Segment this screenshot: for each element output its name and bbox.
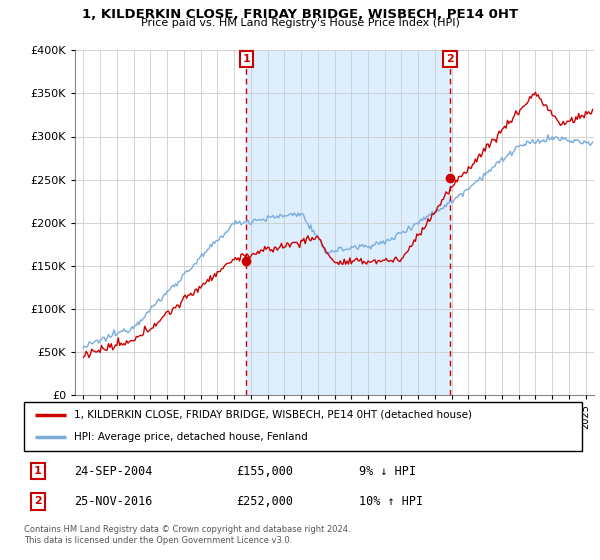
- Text: Price paid vs. HM Land Registry's House Price Index (HPI): Price paid vs. HM Land Registry's House …: [140, 18, 460, 29]
- Text: 24-SEP-2004: 24-SEP-2004: [74, 465, 152, 478]
- Text: 9% ↓ HPI: 9% ↓ HPI: [359, 465, 416, 478]
- Text: 2: 2: [34, 497, 42, 506]
- Text: 1, KILDERKIN CLOSE, FRIDAY BRIDGE, WISBECH, PE14 0HT (detached house): 1, KILDERKIN CLOSE, FRIDAY BRIDGE, WISBE…: [74, 410, 472, 420]
- Text: Contains HM Land Registry data © Crown copyright and database right 2024.
This d: Contains HM Land Registry data © Crown c…: [24, 525, 350, 545]
- Text: £155,000: £155,000: [236, 465, 293, 478]
- Text: HPI: Average price, detached house, Fenland: HPI: Average price, detached house, Fenl…: [74, 432, 308, 442]
- Text: £252,000: £252,000: [236, 495, 293, 508]
- Text: 25-NOV-2016: 25-NOV-2016: [74, 495, 152, 508]
- Text: 10% ↑ HPI: 10% ↑ HPI: [359, 495, 423, 508]
- Text: 1, KILDERKIN CLOSE, FRIDAY BRIDGE, WISBECH, PE14 0HT: 1, KILDERKIN CLOSE, FRIDAY BRIDGE, WISBE…: [82, 8, 518, 21]
- Text: 2: 2: [446, 54, 454, 64]
- Bar: [246, 50, 450, 395]
- Text: 1: 1: [242, 54, 250, 64]
- FancyBboxPatch shape: [24, 402, 582, 451]
- Text: 1: 1: [34, 466, 42, 476]
